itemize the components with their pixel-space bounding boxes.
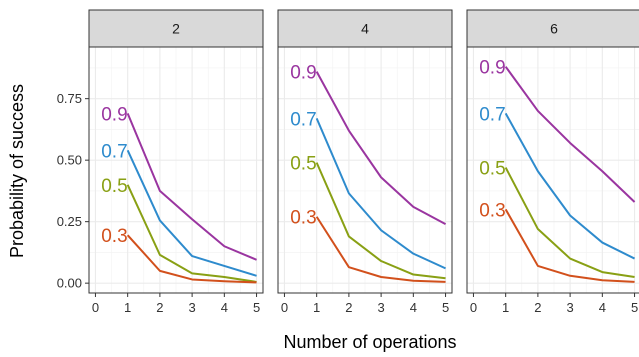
series-label-0.9: 0.9 bbox=[101, 104, 127, 125]
series-label-0.7: 0.7 bbox=[290, 109, 316, 130]
x-tick-label: 1 bbox=[124, 300, 131, 315]
series-line-0.3 bbox=[126, 234, 257, 284]
panel-background bbox=[467, 47, 639, 293]
series-line-0.7 bbox=[315, 117, 446, 270]
x-tick-label: 1 bbox=[502, 300, 509, 315]
series-label-0.3: 0.3 bbox=[101, 226, 127, 247]
series-line-0.3 bbox=[315, 216, 446, 283]
y-axis-title: Probability of success bbox=[7, 84, 27, 258]
series-label-0.7: 0.7 bbox=[479, 104, 505, 125]
x-tick-label: 4 bbox=[221, 300, 228, 315]
x-tick-label: 0 bbox=[470, 300, 477, 315]
x-tick-label: 1 bbox=[313, 300, 320, 315]
series-line-0.9 bbox=[126, 113, 257, 261]
x-axis-title: Number of operations bbox=[283, 332, 456, 352]
series-label-0.5: 0.5 bbox=[290, 154, 316, 175]
x-tick-label: 5 bbox=[631, 300, 638, 315]
series-group: 0.9 0.7 0.5 0.3 bbox=[290, 63, 447, 283]
y-tick-label: 0.50 bbox=[57, 153, 82, 168]
series-line-0.9 bbox=[504, 66, 636, 203]
x-tick-label: 3 bbox=[566, 300, 573, 315]
series-label-0.5: 0.5 bbox=[479, 159, 505, 180]
x-tick-label: 2 bbox=[156, 300, 163, 315]
x-tick-label: 0 bbox=[92, 300, 99, 315]
x-tick-label: 5 bbox=[253, 300, 260, 315]
panel-2: 2 0.9 0.7 0.5 0.3 0 1 2 3 4 5 bbox=[88, 9, 264, 315]
x-tick-label: 3 bbox=[188, 300, 195, 315]
y-tick-label: 0.00 bbox=[57, 276, 82, 291]
x-tick-label: 0 bbox=[281, 300, 288, 315]
series-line-0.5 bbox=[504, 167, 635, 278]
facet-strip bbox=[277, 9, 453, 48]
x-tick-label: 3 bbox=[377, 300, 384, 315]
series-line-0.5 bbox=[126, 184, 257, 283]
x-tick-label: 2 bbox=[345, 300, 352, 315]
series-line-0.3 bbox=[504, 208, 635, 283]
facet-strip-label: 6 bbox=[550, 21, 558, 37]
series-line-0.5 bbox=[315, 162, 446, 280]
series-label-0.5: 0.5 bbox=[101, 176, 127, 197]
x-tick-label: 2 bbox=[534, 300, 541, 315]
series-group: 0.9 0.7 0.5 0.3 bbox=[101, 104, 257, 284]
facet-strip bbox=[466, 9, 639, 48]
series-label-0.3: 0.3 bbox=[290, 208, 316, 229]
panel-border bbox=[88, 46, 264, 294]
x-tick-label: 4 bbox=[410, 300, 417, 315]
series-line-0.7 bbox=[126, 149, 257, 277]
facet-strip-label: 2 bbox=[172, 21, 180, 37]
y-tick-label: 0.75 bbox=[57, 91, 82, 106]
panel-4: 4 0.9 0.7 0.5 0.3 0 1 2 3 4 5 bbox=[277, 9, 453, 315]
panel-6: 6 0.9 0.7 0.5 0.3 0 1 2 3 4 5 bbox=[466, 9, 639, 315]
y-tick-label: 0.25 bbox=[57, 214, 82, 229]
series-group: 0.9 0.7 0.5 0.3 bbox=[479, 58, 636, 283]
x-tick-label: 5 bbox=[442, 300, 449, 315]
facet-strip bbox=[88, 9, 264, 48]
panels-layer: 2 0.9 0.7 0.5 0.3 0 1 2 3 4 5 4 0.9 0.7 0.5 0.3 0 1 2 3 4 5 6 0… bbox=[88, 9, 639, 315]
series-label-0.9: 0.9 bbox=[479, 58, 505, 79]
series-line-0.9 bbox=[315, 71, 447, 226]
x-tick-label: 4 bbox=[599, 300, 606, 315]
panel-border bbox=[277, 46, 453, 294]
series-label-0.3: 0.3 bbox=[479, 200, 505, 221]
facet-strip-label: 4 bbox=[361, 21, 369, 37]
series-label-0.7: 0.7 bbox=[101, 141, 127, 162]
series-label-0.9: 0.9 bbox=[290, 63, 316, 84]
y-axis: 0.00 0.25 0.50 0.75 bbox=[57, 91, 89, 291]
panel-border bbox=[466, 46, 639, 294]
series-line-0.7 bbox=[504, 112, 636, 260]
